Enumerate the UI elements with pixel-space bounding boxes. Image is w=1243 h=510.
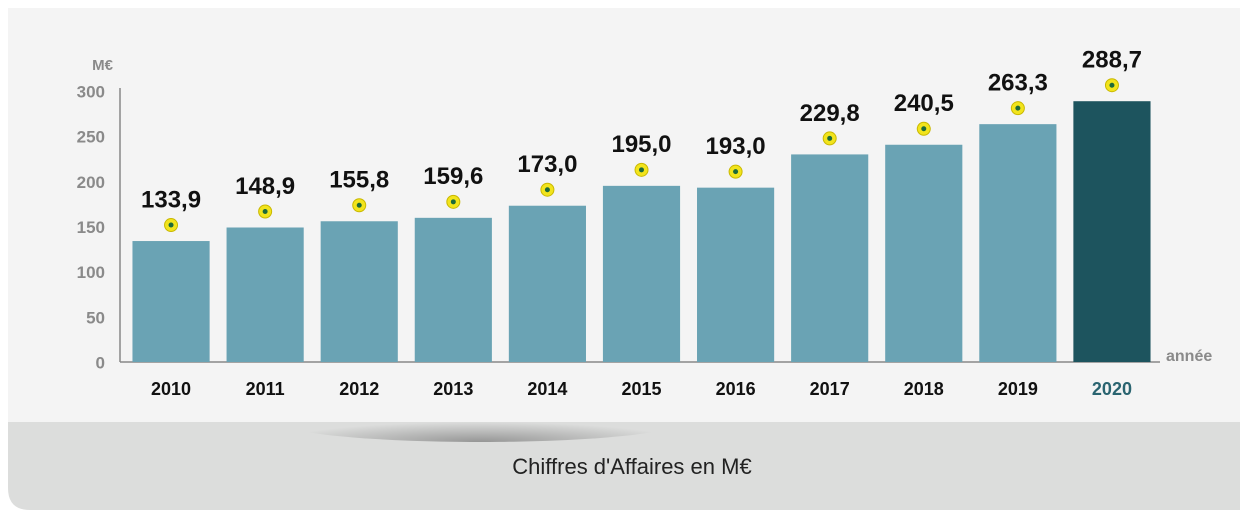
value-label: 159,6 bbox=[423, 163, 483, 190]
x-tick-label: 2020 bbox=[1092, 379, 1132, 399]
y-tick-label: 250 bbox=[77, 128, 105, 147]
y-tick-label: 300 bbox=[77, 82, 105, 101]
value-label: 133,9 bbox=[141, 186, 201, 213]
value-label: 155,8 bbox=[329, 167, 389, 194]
bar bbox=[697, 187, 775, 362]
marker-dot bbox=[827, 135, 833, 141]
x-axis-label: année bbox=[1166, 348, 1212, 365]
bar bbox=[1073, 101, 1151, 362]
value-label: 288,7 bbox=[1082, 47, 1142, 74]
y-tick-label: 200 bbox=[77, 173, 105, 192]
marker-dot bbox=[639, 167, 644, 173]
value-label: 240,5 bbox=[894, 90, 954, 117]
marker-dot bbox=[168, 222, 174, 228]
marker-dot bbox=[544, 187, 550, 193]
shadow bbox=[280, 402, 680, 442]
y-tick-label: 100 bbox=[77, 263, 105, 282]
bar bbox=[508, 205, 586, 362]
marker-dot bbox=[262, 208, 268, 214]
x-tick-label: 2017 bbox=[810, 379, 850, 399]
marker-dot bbox=[1109, 82, 1115, 88]
x-tick-label: 2012 bbox=[339, 379, 379, 399]
marker-dot bbox=[1015, 105, 1021, 111]
value-label: 173,0 bbox=[517, 151, 577, 178]
x-tick-label: 2011 bbox=[246, 379, 285, 399]
marker-dot bbox=[921, 126, 927, 132]
marker-dot bbox=[733, 169, 739, 175]
x-tick-label: 2014 bbox=[527, 379, 567, 399]
marker-dot bbox=[450, 199, 456, 205]
marker-dot bbox=[356, 202, 362, 208]
value-label: 229,8 bbox=[800, 100, 860, 127]
x-tick-label: 2013 bbox=[433, 379, 473, 399]
x-tick-label: 2019 bbox=[998, 379, 1038, 399]
value-label: 195,0 bbox=[611, 131, 671, 158]
caption: Chiffres d'Affaires en M€ bbox=[512, 454, 751, 479]
bar bbox=[320, 221, 398, 362]
y-tick-label: 0 bbox=[96, 353, 105, 372]
x-tick-label: 2016 bbox=[716, 379, 756, 399]
bar bbox=[414, 217, 492, 362]
bar bbox=[226, 227, 304, 362]
bar bbox=[132, 241, 210, 362]
y-axis-label: M€ bbox=[92, 57, 113, 74]
x-tick-label: 2010 bbox=[151, 379, 191, 399]
value-label: 263,3 bbox=[988, 69, 1048, 96]
y-tick-label: 150 bbox=[77, 218, 105, 237]
bar bbox=[791, 154, 869, 362]
y-tick-label: 50 bbox=[86, 308, 105, 327]
bar bbox=[885, 144, 963, 362]
x-tick-label: 2015 bbox=[621, 379, 661, 399]
value-label: 193,0 bbox=[706, 133, 766, 160]
bar bbox=[602, 185, 681, 362]
x-tick-label: 2018 bbox=[904, 379, 944, 399]
value-label: 148,9 bbox=[235, 173, 295, 200]
bar bbox=[979, 124, 1057, 362]
caption-band bbox=[8, 422, 1240, 510]
